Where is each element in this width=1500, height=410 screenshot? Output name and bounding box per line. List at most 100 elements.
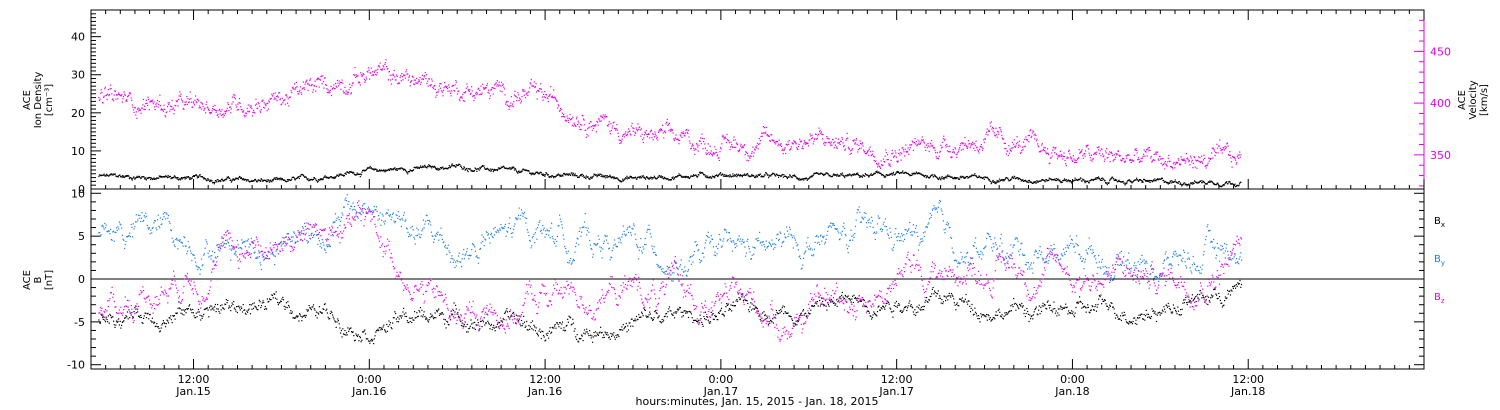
data-point <box>291 312 293 314</box>
data-point <box>150 320 152 322</box>
data-point <box>868 175 870 177</box>
data-point <box>1113 154 1115 156</box>
data-point <box>282 296 284 298</box>
data-point <box>974 149 976 151</box>
data-point <box>579 338 581 340</box>
data-point <box>538 330 540 332</box>
data-point <box>417 315 419 317</box>
data-point <box>596 120 598 123</box>
data-point <box>561 174 563 176</box>
data-point <box>988 129 990 131</box>
data-point <box>732 146 734 149</box>
data-point <box>112 316 114 318</box>
data-point <box>569 316 571 318</box>
data-point <box>1000 179 1002 181</box>
data-point <box>1088 182 1090 184</box>
data-point <box>344 86 346 88</box>
data-point <box>611 177 613 179</box>
data-point <box>1117 180 1119 182</box>
data-point <box>983 176 985 178</box>
data-point <box>208 109 210 111</box>
data-point <box>214 105 216 107</box>
data-point <box>905 172 907 174</box>
data-point <box>1239 156 1241 158</box>
data-point <box>152 179 154 181</box>
data-point <box>499 325 501 327</box>
data-point <box>909 147 911 149</box>
data-point <box>1235 185 1237 187</box>
data-point <box>100 92 102 94</box>
data-point <box>498 81 500 83</box>
data-point <box>559 322 561 324</box>
data-point <box>531 327 533 330</box>
data-point <box>532 329 534 331</box>
data-point <box>517 315 519 317</box>
data-point <box>776 141 778 143</box>
data-point <box>530 174 532 176</box>
data-point <box>193 315 195 317</box>
data-point <box>416 166 418 168</box>
data-point <box>1029 130 1031 132</box>
data-point <box>1085 150 1087 152</box>
data-point <box>408 76 410 78</box>
data-point <box>1015 143 1018 145</box>
data-point <box>1007 178 1009 181</box>
data-point <box>104 88 106 90</box>
data-point <box>176 312 178 314</box>
data-point <box>280 177 282 179</box>
data-point <box>694 153 696 155</box>
data-point <box>1095 177 1097 179</box>
data-point <box>232 303 234 306</box>
data-point <box>669 129 671 131</box>
data-point <box>461 166 463 168</box>
data-point <box>328 318 330 320</box>
data-point <box>103 173 105 175</box>
data-point <box>1201 182 1203 184</box>
data-point <box>553 176 555 178</box>
data-point <box>729 174 731 176</box>
data-point <box>418 80 420 82</box>
data-point <box>216 114 218 117</box>
data-point <box>663 137 665 139</box>
x-tick-time: 12:00 <box>178 373 210 386</box>
data-point <box>645 132 647 134</box>
data-point <box>679 134 681 136</box>
data-point <box>800 140 803 142</box>
data-point <box>1223 184 1226 186</box>
data-point <box>436 94 438 96</box>
data-point <box>557 323 559 326</box>
data-point <box>131 179 133 181</box>
data-point <box>454 165 456 167</box>
data-point <box>184 178 186 180</box>
data-point <box>955 148 957 150</box>
data-point <box>1090 159 1092 161</box>
data-point <box>324 77 326 79</box>
data-point <box>1217 152 1219 154</box>
data-point <box>1040 150 1042 152</box>
data-point <box>1007 150 1009 152</box>
data-point <box>98 97 100 99</box>
data-point <box>1113 159 1115 161</box>
data-point <box>299 86 302 88</box>
data-point <box>1213 148 1215 151</box>
data-point <box>108 175 110 177</box>
data-point <box>585 331 587 333</box>
data-point <box>1192 162 1194 164</box>
data-point <box>307 178 309 180</box>
data-point <box>123 91 125 93</box>
data-point <box>468 328 470 330</box>
data-point <box>379 62 381 64</box>
data-point <box>310 307 312 309</box>
data-point <box>452 84 454 86</box>
data-point <box>810 176 812 178</box>
data-point <box>329 92 331 94</box>
data-point <box>982 147 984 150</box>
data-point <box>590 337 592 339</box>
data-point <box>373 71 375 73</box>
data-point <box>1110 151 1112 153</box>
data-point <box>1155 151 1157 153</box>
data-point <box>816 172 818 174</box>
data-point <box>558 105 560 107</box>
data-point <box>1207 162 1209 164</box>
data-point <box>451 90 453 92</box>
